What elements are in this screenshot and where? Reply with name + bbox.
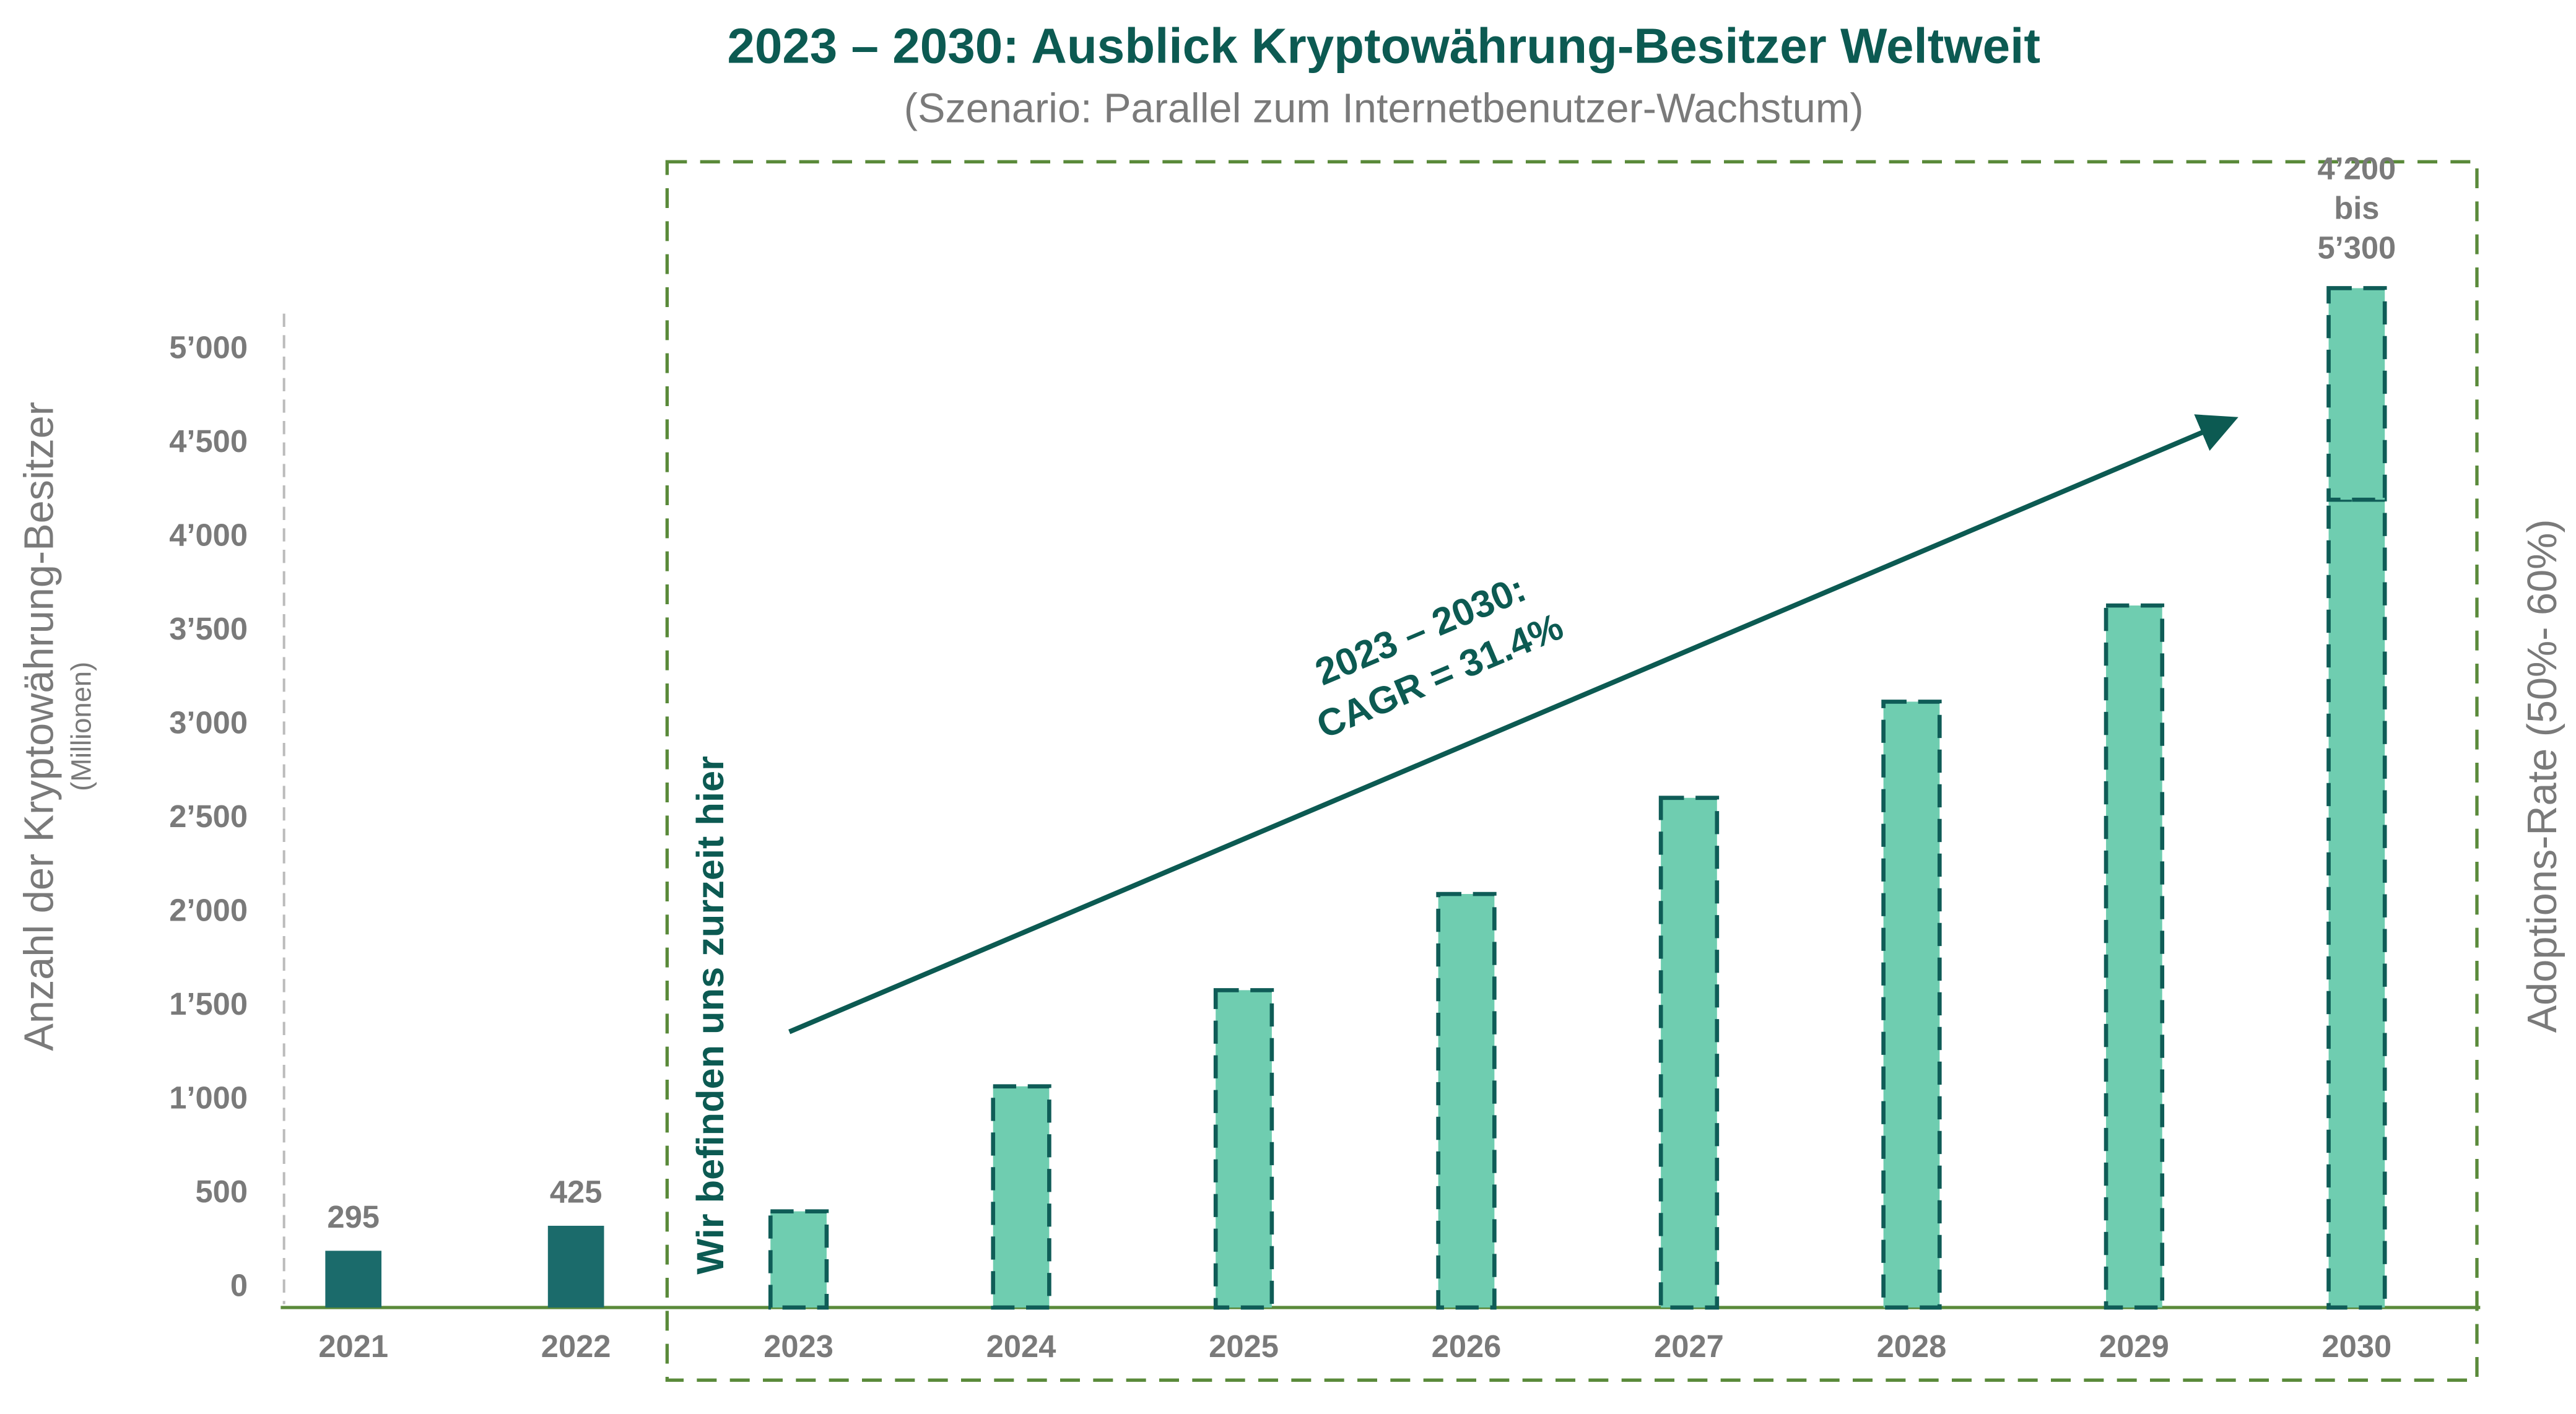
y-tick-label: 1’000 xyxy=(169,1080,248,1115)
bar-2029 xyxy=(2104,603,2165,1310)
data-label-2021: 295 xyxy=(327,1199,380,1234)
current-position-annotation: Wir befinden uns zurzeit hier xyxy=(689,756,731,1275)
bar-2025 xyxy=(1213,988,1274,1310)
x-tick-label: 2023 xyxy=(764,1329,833,1364)
forecast-box xyxy=(665,160,2479,1382)
cagr-arrow xyxy=(788,414,2239,1034)
x-tick-label: 2025 xyxy=(1209,1329,1279,1364)
data-label-2022: 425 xyxy=(550,1174,603,1210)
bar-2028 xyxy=(1881,700,1942,1310)
y-tick-label: 3’500 xyxy=(169,611,248,646)
x-tick-label: 2024 xyxy=(986,1329,1056,1364)
x-tick-label: 2021 xyxy=(318,1329,388,1364)
y-tick-label: 5’000 xyxy=(169,330,248,365)
x-tick-label: 2022 xyxy=(541,1329,611,1364)
y-tick-label: 4’500 xyxy=(169,423,248,459)
chart-subtitle: (Szenario: Parallel zum Internetbenutzer… xyxy=(904,85,1864,131)
x-tick-label: 2026 xyxy=(1432,1329,1502,1364)
bar-2026 xyxy=(1436,891,1497,1310)
chart-title: 2023 – 2030: Ausblick Kryptowährung-Besi… xyxy=(727,18,2040,73)
bar-2030-range xyxy=(2326,286,2387,502)
y-tick-label: 4’000 xyxy=(169,518,248,553)
data-label-2030: 4’200 xyxy=(2317,150,2396,186)
y-tick-label: 500 xyxy=(195,1174,248,1209)
x-tick-label: 2029 xyxy=(2099,1329,2169,1364)
x-tick-label: 2027 xyxy=(1654,1329,1724,1364)
bar-2021 xyxy=(325,1251,381,1308)
y-axis-right-label: Adoptions-Rate (50%- 60%) xyxy=(2520,519,2565,1033)
y-axis-unit: (Millionen) xyxy=(66,662,97,791)
x-tick-label: 2028 xyxy=(1877,1329,1947,1364)
bar-2023 xyxy=(768,1209,829,1310)
y-tick-label: 3’000 xyxy=(169,705,248,740)
y-tick-label: 2’500 xyxy=(169,799,248,834)
y-tick-label: 2’000 xyxy=(169,892,248,927)
y-tick-label: 1’500 xyxy=(169,986,248,1021)
bar-2022 xyxy=(547,1225,604,1308)
data-label-2030: bis xyxy=(2334,190,2379,225)
data-label-2030: 5’300 xyxy=(2317,230,2396,265)
bar-2030 xyxy=(2326,497,2387,1310)
bar-2027 xyxy=(1658,796,1720,1310)
y-tick-label: 0 xyxy=(230,1267,248,1303)
y-axis-label: Anzahl der Kryptowährung-Besitzer xyxy=(16,402,62,1051)
x-tick-label: 2030 xyxy=(2322,1329,2392,1364)
bar-2024 xyxy=(991,1084,1051,1310)
